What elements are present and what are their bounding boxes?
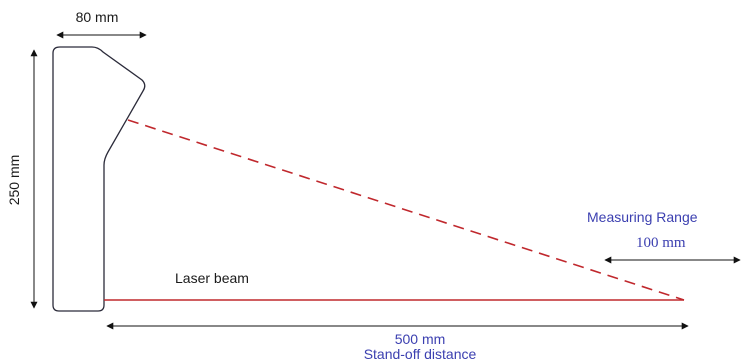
standoff-value-label: 500 mm bbox=[395, 331, 446, 347]
height-dimension-label: 250 mm bbox=[6, 155, 22, 206]
measuring-range-title: Measuring Range bbox=[587, 209, 698, 225]
reflected-beam-line bbox=[127, 119, 685, 301]
laser-beam-label: Laser beam bbox=[175, 270, 249, 286]
measuring-range-value: 100 mm bbox=[636, 235, 686, 251]
width-dimension-label: 80 mm bbox=[76, 9, 119, 25]
standoff-caption-label: Stand-off distance bbox=[364, 346, 477, 362]
sensor-housing bbox=[52, 46, 146, 312]
